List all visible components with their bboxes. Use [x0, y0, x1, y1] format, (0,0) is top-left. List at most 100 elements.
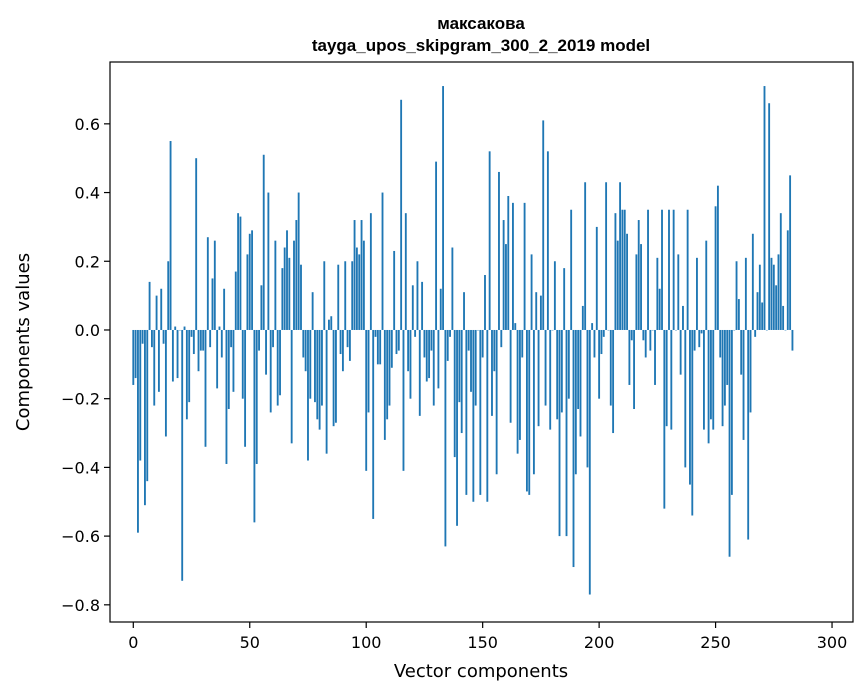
- bar-84: [328, 319, 330, 330]
- bar-157: [498, 171, 500, 330]
- bar-4: [141, 329, 144, 344]
- bar-265: [749, 329, 752, 413]
- bar-282: [789, 175, 792, 330]
- bar-30: [202, 329, 205, 351]
- x-tick-label: 200: [584, 633, 615, 652]
- bar-199: [595, 226, 598, 330]
- y-tick-label: −0.8: [61, 596, 100, 615]
- bar-56: [262, 154, 265, 330]
- bar-113: [395, 329, 398, 355]
- bar-93: [348, 329, 351, 361]
- bar-183: [558, 329, 561, 537]
- bar-39: [223, 288, 226, 330]
- bar-244: [700, 329, 703, 334]
- bar-196: [588, 329, 591, 595]
- bar-262: [742, 329, 745, 440]
- bar-38: [220, 329, 223, 358]
- bar-61: [274, 240, 277, 330]
- y-tick-label: −0.4: [61, 458, 100, 477]
- bar-259: [735, 261, 738, 330]
- bar-254: [723, 329, 726, 406]
- bar-59: [269, 329, 272, 413]
- bar-138: [453, 329, 456, 458]
- bar-81: [321, 329, 323, 406]
- bar-135: [446, 329, 449, 361]
- bar-141: [460, 329, 463, 434]
- bar-150: [481, 329, 484, 358]
- x-tick-label: 150: [467, 633, 498, 652]
- bar-218: [640, 244, 642, 330]
- bar-243: [698, 329, 701, 348]
- bar-137: [451, 247, 454, 330]
- bar-43: [232, 329, 235, 392]
- bar-240: [691, 329, 694, 516]
- bar-33: [209, 329, 212, 348]
- bar-22: [183, 326, 186, 330]
- bar-77: [311, 292, 314, 330]
- bar-46: [239, 216, 242, 330]
- bar-154: [491, 329, 493, 416]
- bar-52: [253, 329, 256, 523]
- bar-94: [351, 261, 354, 330]
- bar-107: [381, 192, 384, 330]
- bar-108: [383, 329, 386, 440]
- bar-168: [523, 202, 526, 330]
- bar-86: [332, 329, 335, 427]
- x-tick-label: 50: [240, 633, 260, 652]
- bar-220: [644, 329, 647, 358]
- bar-51: [251, 230, 254, 330]
- bar-72: [300, 264, 302, 330]
- bar-251: [716, 185, 719, 330]
- bar-181: [553, 261, 556, 330]
- bar-116: [402, 329, 405, 471]
- bar-26: [192, 329, 195, 355]
- bar-255: [726, 329, 729, 385]
- bar-35: [213, 240, 216, 330]
- bar-19: [176, 329, 179, 379]
- bar-98: [360, 220, 363, 330]
- bar-0: [132, 329, 135, 385]
- bar-187: [567, 329, 570, 399]
- bar-47: [241, 329, 244, 399]
- bar-40: [225, 329, 228, 464]
- bar-31: [204, 329, 207, 447]
- bar-133: [442, 86, 444, 330]
- bar-44: [234, 271, 237, 330]
- bar-60: [272, 329, 274, 348]
- bar-229: [665, 329, 668, 427]
- bar-209: [619, 182, 622, 330]
- bar-151: [484, 275, 486, 330]
- bar-263: [744, 257, 747, 330]
- bar-96: [355, 247, 358, 330]
- bar-179: [549, 329, 552, 430]
- bar-25: [190, 329, 193, 337]
- bar-198: [593, 329, 596, 358]
- bar-182: [556, 329, 559, 420]
- bar-34: [211, 278, 214, 330]
- bar-91: [344, 261, 347, 330]
- bar-123: [418, 329, 421, 416]
- bar-132: [439, 288, 442, 330]
- bar-48: [244, 329, 247, 447]
- bar-27: [195, 158, 198, 330]
- bar-276: [775, 285, 778, 330]
- bar-191: [577, 329, 580, 409]
- chart-title-line1: максакова: [437, 14, 525, 33]
- bar-279: [782, 305, 785, 330]
- bar-125: [423, 329, 426, 358]
- bar-67: [288, 257, 291, 330]
- bar-69: [293, 240, 295, 330]
- bar-234: [677, 254, 680, 330]
- bar-197: [591, 323, 594, 330]
- bar-89: [339, 329, 342, 355]
- bar-24: [188, 329, 191, 403]
- bar-68: [290, 329, 293, 444]
- bar-232: [672, 209, 675, 330]
- bar-64: [281, 268, 284, 330]
- bar-283: [791, 329, 794, 351]
- bar-63: [279, 329, 281, 396]
- bar-29: [199, 329, 202, 351]
- bar-104: [374, 329, 377, 337]
- bar-172: [532, 329, 535, 475]
- bar-228: [663, 329, 666, 509]
